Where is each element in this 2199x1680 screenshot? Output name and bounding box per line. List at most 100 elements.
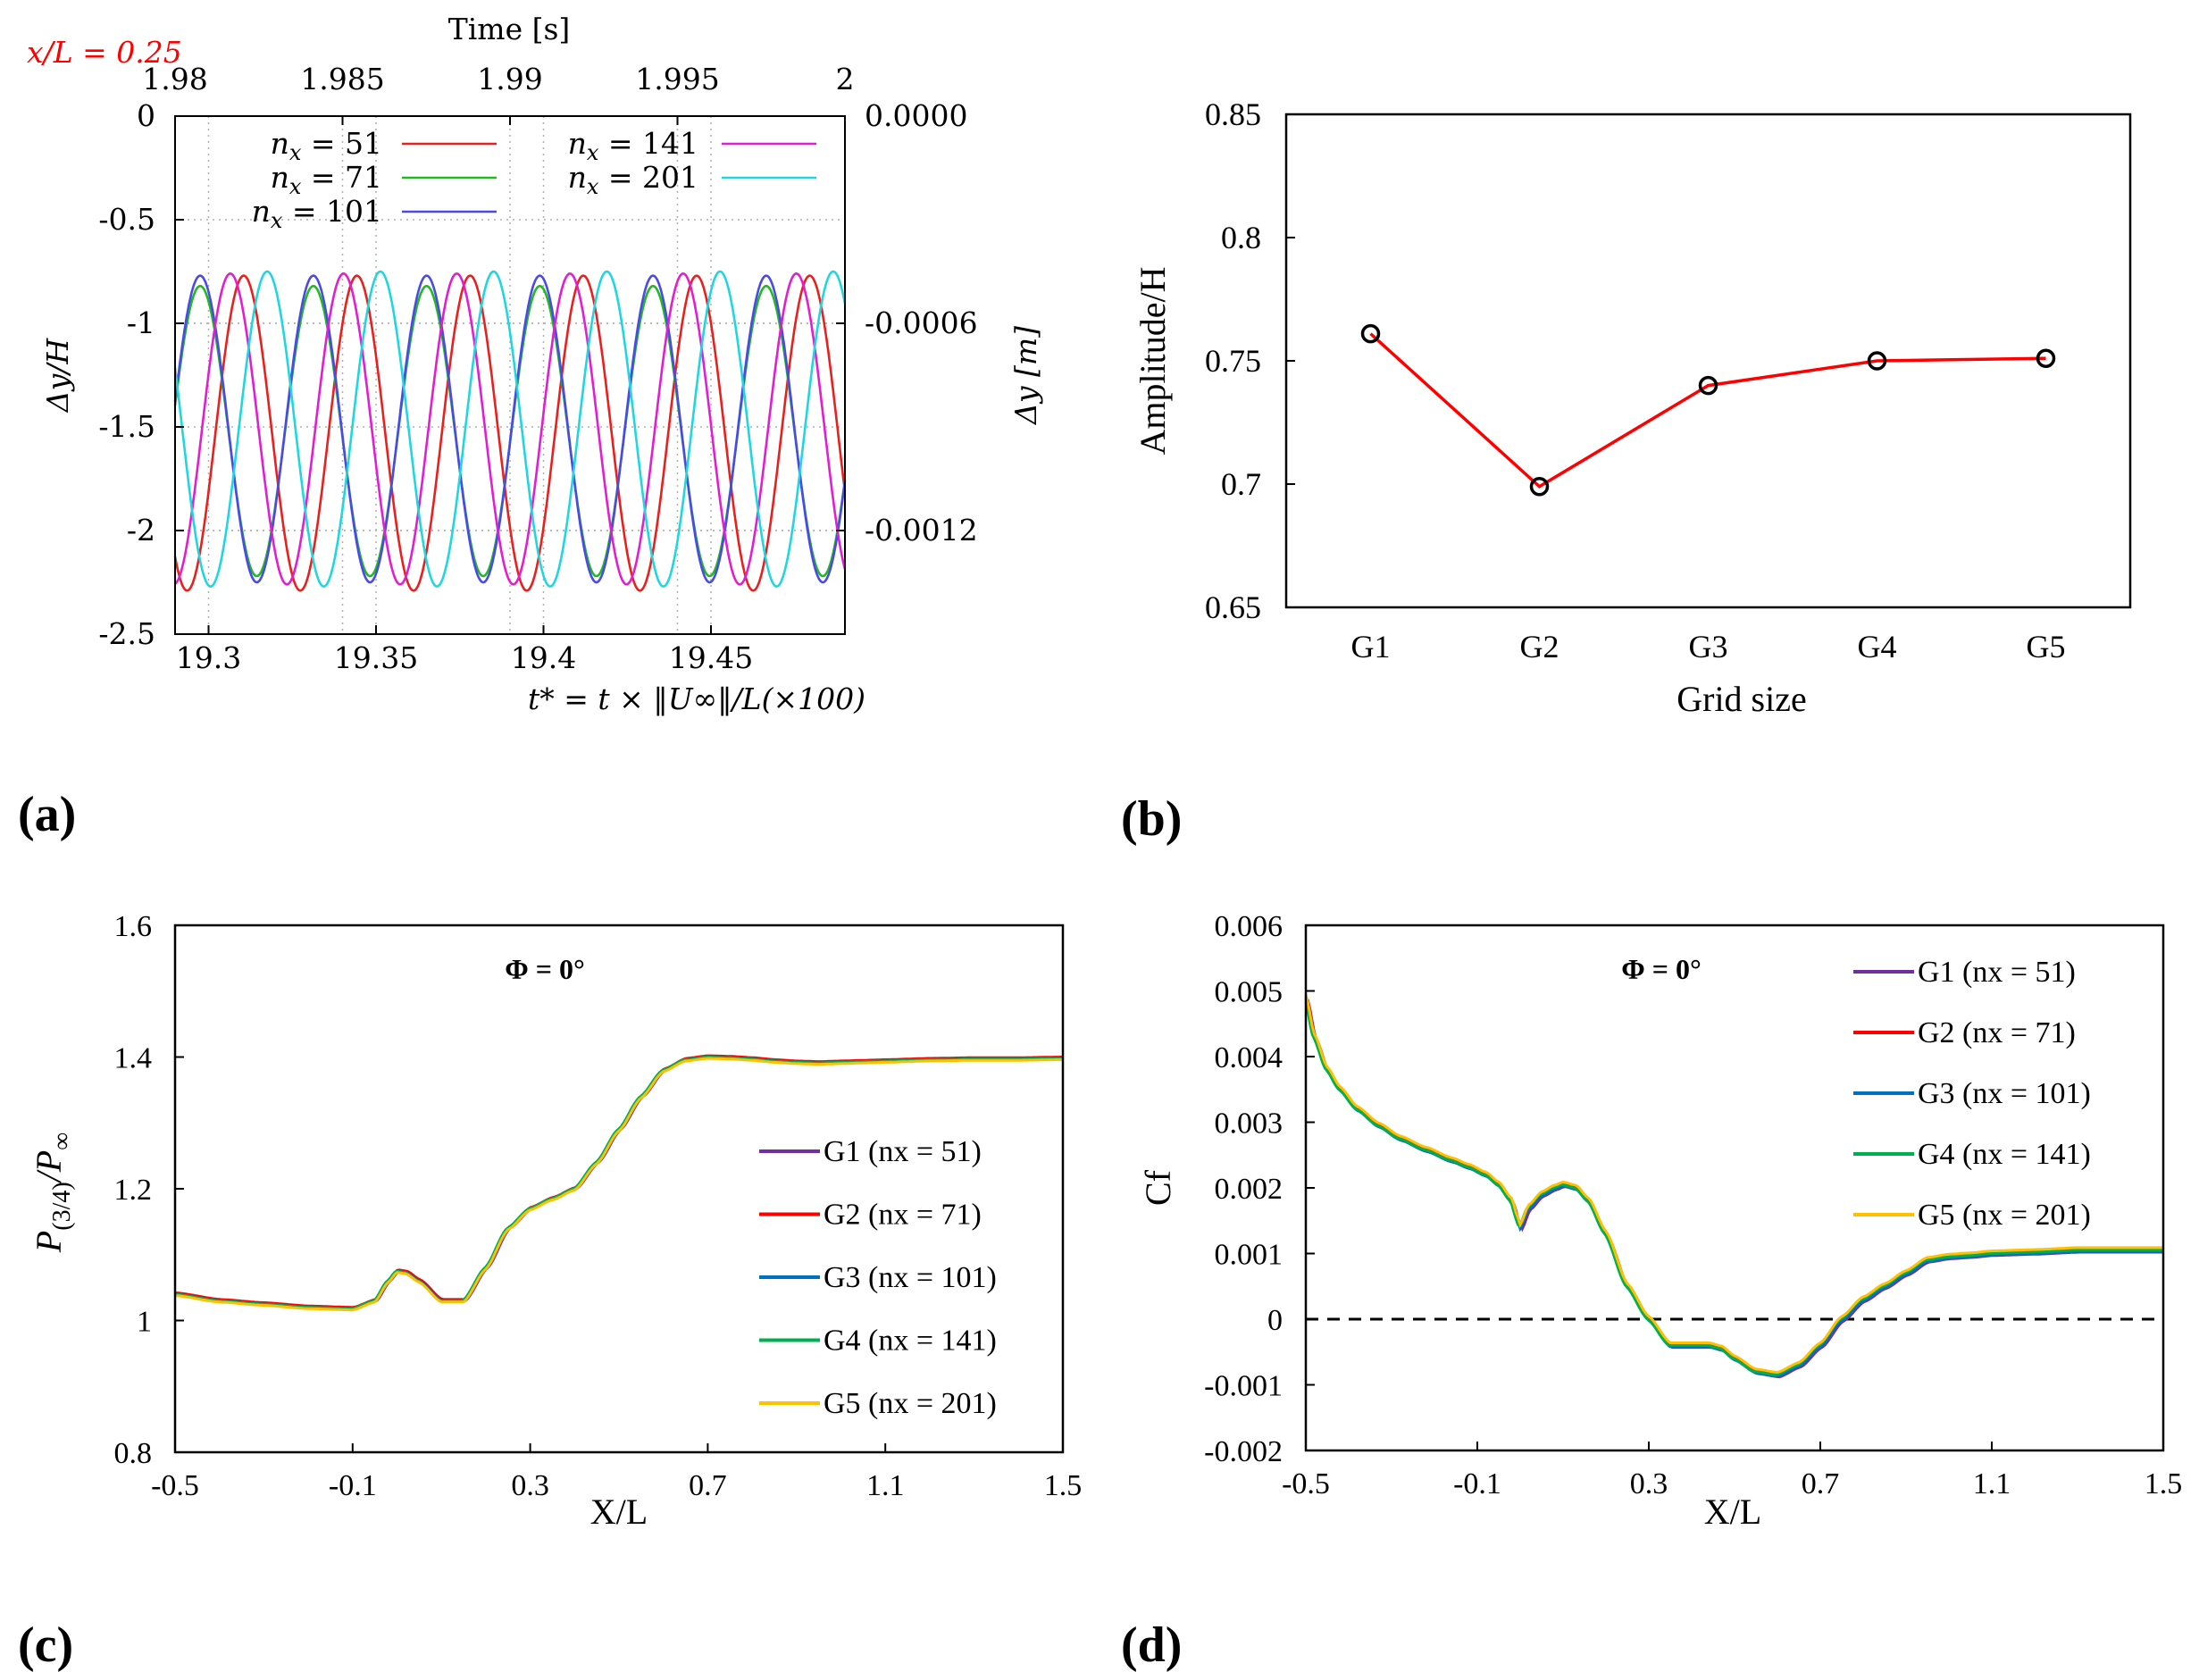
panel-c: -0.5 -0.1 0.3 0.7 1.1 1.5 1.6 1.4 1.2 1 0.8 Φ = 0°… bbox=[18, 910, 1082, 1673]
y-tick-label-d: 0.003 bbox=[1215, 1107, 1283, 1141]
legend-label-c-4: G4 (nx = 141) bbox=[824, 1325, 997, 1358]
y-axis-title-c-sub2: ∞ bbox=[48, 1133, 76, 1150]
x-tick-label-a: 19.3 bbox=[176, 640, 241, 675]
legend-label-a-var: n bbox=[271, 160, 289, 195]
y-axis-title-d: Cf bbox=[1138, 1169, 1178, 1206]
lines-a bbox=[173, 270, 847, 592]
legend-label-a-val: = 141 bbox=[598, 126, 698, 161]
series-line-a-4 bbox=[174, 272, 847, 586]
y-tick-label-d: 0.005 bbox=[1215, 976, 1283, 1009]
legend-label-d-1: G1 (nx = 51) bbox=[1918, 956, 2076, 989]
y-tick-label-d: -0.001 bbox=[1204, 1370, 1283, 1403]
y-tick-label-c: 1.2 bbox=[114, 1174, 153, 1207]
chart-title-c: Φ = 0° bbox=[505, 953, 585, 985]
y-axis-title-b: Amplitude/H bbox=[1133, 266, 1173, 455]
x-tick-label-c: 0.3 bbox=[511, 1469, 549, 1502]
plot-frame-c bbox=[173, 924, 1065, 1454]
y-tick-label-a: -0.5 bbox=[98, 202, 155, 237]
x-tick-label-d: 0.7 bbox=[1802, 1467, 1840, 1500]
y-tick-label-d: 0.004 bbox=[1215, 1041, 1283, 1074]
x-tick-label-d: -0.5 bbox=[1282, 1467, 1330, 1500]
legend-label-a-sub: x bbox=[587, 140, 599, 165]
y2-tick-label-a: 0.0000 bbox=[865, 98, 967, 133]
x-tick-label-c: -0.5 bbox=[151, 1469, 199, 1502]
legend-label-a-sub: x bbox=[289, 174, 302, 199]
legend-label-d-2: G2 (nx = 71) bbox=[1918, 1016, 2076, 1049]
legend-label-a-var: n bbox=[252, 194, 271, 229]
x-tick-label-a: 19.35 bbox=[334, 640, 418, 675]
legend-label-d-4: G4 (nx = 141) bbox=[1918, 1138, 2091, 1171]
y-tick-label-b: 0.85 bbox=[1205, 96, 1261, 132]
y-tick-label-d: -0.002 bbox=[1204, 1435, 1283, 1468]
annotation-a: x/L = 0.25 bbox=[27, 35, 182, 70]
y-tick-label-b: 0.75 bbox=[1205, 343, 1261, 379]
y-tick-label-c: 1.4 bbox=[114, 1042, 153, 1075]
x-tick-label-c: 1.5 bbox=[1044, 1469, 1083, 1502]
x-tick-label-c: 0.7 bbox=[689, 1469, 727, 1502]
series-line-d-4 bbox=[1304, 1001, 2163, 1376]
legend-label-d-5: G5 (nx = 201) bbox=[1918, 1199, 2091, 1232]
legend-label-a-4: nx = 141 bbox=[568, 126, 698, 165]
x-tick-label-b: G5 bbox=[2027, 629, 2066, 664]
y-tick-label-d: 0.006 bbox=[1215, 910, 1283, 943]
y-tick-label-a: -1.5 bbox=[98, 409, 155, 444]
x-axis-title-c: X/L bbox=[590, 1492, 648, 1532]
legend-label-a-val: = 51 bbox=[301, 126, 382, 161]
legend-c: G1 (nx = 51) G2 (nx = 71) G3 (nx = 101) G4 … bbox=[759, 1135, 997, 1420]
panel-b: 0.85 0.8 0.75 0.7 0.65 G1 G2 G3 G4 G5 Grid size A… bbox=[1121, 96, 2132, 847]
x-tick-label-c: 1.1 bbox=[866, 1469, 905, 1502]
x-tick-label-d: 1.5 bbox=[2145, 1467, 2183, 1500]
legend-d: G1 (nx = 51) G2 (nx = 71) G3 (nx = 101) G4 … bbox=[1853, 956, 2091, 1232]
data-point-b-g5 bbox=[2036, 348, 2056, 368]
x2-tick-label-a: 1.99 bbox=[477, 62, 542, 96]
legend-label-a-val: = 71 bbox=[301, 160, 382, 195]
y-tick-label-c: 1.6 bbox=[114, 910, 153, 943]
y-tick-label-b: 0.8 bbox=[1221, 220, 1261, 255]
x-tick-label-b: G4 bbox=[1858, 629, 1897, 664]
legend-label-a-sub: x bbox=[587, 174, 599, 199]
x-axis-title-d: X/L bbox=[1704, 1492, 1761, 1532]
ticks-d: -0.5 -0.1 0.3 0.7 1.1 1.5 0.006 0.005 0.004 0.003… bbox=[1204, 910, 2182, 1500]
series-line-b bbox=[1369, 332, 2046, 489]
data-point-b-g2 bbox=[1529, 477, 1550, 497]
series-line-a-3 bbox=[173, 274, 847, 584]
x-tick-label-b: G3 bbox=[1689, 629, 1728, 664]
x-tick-label-c: -0.1 bbox=[329, 1469, 377, 1502]
data-point-b-g4 bbox=[1867, 351, 1887, 371]
y-tick-label-a: -1 bbox=[127, 305, 155, 340]
panel-label-a: (a) bbox=[18, 787, 76, 842]
y2-tick-label-a: -0.0006 bbox=[865, 305, 978, 340]
panel-label-d: (d) bbox=[1121, 1617, 1182, 1673]
y-tick-label-a: 0 bbox=[137, 98, 155, 133]
legend-label-a-2: nx = 71 bbox=[271, 160, 382, 199]
y-axis-title-a: Δy/H bbox=[40, 338, 75, 414]
legend-label-c-5: G5 (nx = 201) bbox=[824, 1387, 997, 1420]
legend-label-a-sub: x bbox=[289, 140, 302, 165]
y-tick-label-d: 0 bbox=[1267, 1304, 1283, 1337]
series-line-a-1 bbox=[173, 274, 847, 592]
panel-d: -0.5 -0.1 0.3 0.7 1.1 1.5 0.006 0.005 0.004 0.003… bbox=[1121, 910, 2182, 1673]
x2-tick-label-a: 1.995 bbox=[635, 62, 719, 96]
y2-tick-label-a: -0.0012 bbox=[865, 513, 978, 547]
ticks-c: -0.5 -0.1 0.3 0.7 1.1 1.5 1.6 1.4 1.2 1 0.8 bbox=[114, 910, 1083, 1502]
panel-label-c: (c) bbox=[18, 1617, 73, 1673]
legend-label-d-3: G3 (nx = 101) bbox=[1918, 1077, 2091, 1110]
legend-label-c-1: G1 (nx = 51) bbox=[824, 1135, 982, 1168]
y-tick-label-b: 0.65 bbox=[1205, 589, 1261, 625]
y-tick-label-d: 0.001 bbox=[1215, 1239, 1283, 1272]
x-axis-title-b: Grid size bbox=[1676, 679, 1807, 719]
y-tick-label-c: 0.8 bbox=[114, 1437, 153, 1470]
legend-label-a-val: = 201 bbox=[598, 160, 698, 195]
panel-a: x/L = 0.25 Time [s] 19.3 19.35 19.4 19.45 1.… bbox=[18, 12, 1043, 842]
ticks-b: 0.85 0.8 0.75 0.7 0.65 G1 G2 G3 G4 G5 bbox=[1205, 96, 2066, 664]
x-tick-label-a: 19.4 bbox=[511, 640, 576, 675]
y-tick-label-b: 0.7 bbox=[1221, 466, 1261, 502]
x-tick-label-d: -0.1 bbox=[1453, 1467, 1501, 1500]
x2-tick-label-a: 1.98 bbox=[142, 62, 207, 96]
y-axis-title-c-main: P bbox=[29, 1231, 69, 1253]
x2-axis-title-a: Time [s] bbox=[448, 12, 571, 46]
x-tick-label-d: 0.3 bbox=[1630, 1467, 1668, 1500]
x-tick-label-a: 19.45 bbox=[669, 640, 753, 675]
y2-axis-title-a: Δy [m] bbox=[1008, 326, 1043, 426]
